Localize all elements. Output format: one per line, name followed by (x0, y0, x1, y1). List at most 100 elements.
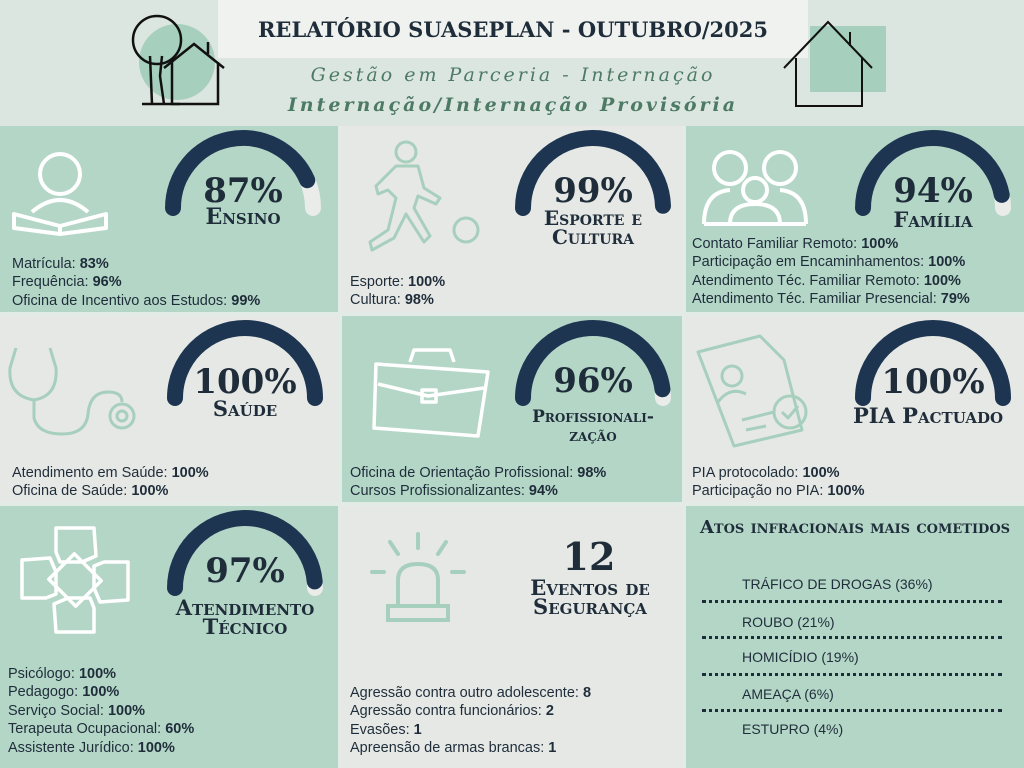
card-profissionalizacao: 96% Profissionali-zação Oficina de Orien… (342, 316, 682, 502)
stat-name: Oficina de Orientação Profissional: (350, 465, 578, 481)
label-line: Técnico (202, 614, 288, 639)
label-seguranca: Eventos de Segurança (502, 577, 678, 619)
document-check-icon (696, 334, 808, 448)
stat-name: Matrícula: (12, 256, 80, 272)
stat-value: 100% (923, 272, 961, 289)
tree-house-icon (131, 14, 225, 106)
atos-item: ESTUPRO (4%) (742, 721, 844, 737)
gauge-pia (855, 320, 1011, 406)
stats-familia: Contato Familiar Remoto: 100% Participaçã… (692, 235, 970, 309)
label-line: Profissionali- (532, 407, 654, 427)
gauge-familia (855, 130, 1011, 216)
stat-line: Agressão contra outro adolescente: 8 (350, 684, 591, 702)
stat-line: Oficina de Saúde: 100% (12, 482, 209, 500)
page-subtitle: Gestão em Parceria - Internação (310, 64, 716, 86)
stat-line: Assistente Jurídico: 100% (8, 739, 194, 757)
atos-title: Atos infracionais mais cometidos (699, 517, 1011, 538)
stat-line: Matrícula: 83% (12, 255, 260, 273)
stat-value: 100% (82, 684, 120, 701)
stat-value: 100% (137, 739, 175, 756)
gauge-fill (167, 510, 323, 596)
stat-value: 100% (171, 465, 209, 481)
stat-name: Atendimento Téc. Familiar Remoto: (692, 272, 924, 289)
stat-name: Psicólogo: (8, 666, 79, 682)
stat-line: Apreensão de armas brancas: 1 (350, 739, 591, 757)
label-line: Segurança (533, 594, 647, 619)
family-icon (702, 150, 808, 226)
stat-value: 100% (78, 666, 117, 682)
stat-name: Participação em Encaminhamentos: (692, 254, 929, 271)
stat-value: 100% (928, 254, 966, 271)
card-familia: 94% Família Contato Familiar Remoto: 100… (686, 126, 1024, 312)
stat-value: 8 (582, 685, 592, 701)
stat-name: Contato Familiar Remoto: (692, 236, 862, 252)
stat-value: 94% (528, 483, 558, 500)
label-atendimento: Atendimento Técnico (148, 595, 338, 639)
stat-value: 1 (413, 721, 422, 738)
label-line: PIA Pactuado (852, 403, 1004, 428)
label-line: zação (569, 426, 617, 446)
card-esporte-cultura: 99% Esporte e Cultura Esporte: 100% Cultur… (342, 126, 682, 312)
stat-line: Psicólogo: 100% (8, 665, 194, 683)
header: RELATÓRIO SUASEPLAN - OUTUBRO/2025 Gestã… (0, 0, 1024, 126)
stats-saude: Atendimento em Saúde: 100% Oficina de Saú… (12, 464, 209, 501)
atos-item: HOMICÍDIO (19%) (742, 649, 859, 665)
stat-line: Terapeuta Ocupacional: 60% (8, 720, 194, 738)
stat-name: Oficina de Incentivo aos Estudos: (12, 292, 232, 309)
stat-line: Atendimento Téc. Familiar Presencial: 79… (692, 290, 970, 308)
label-line: Família (893, 207, 973, 232)
stat-line: Agressão contra funcionários: 2 (350, 702, 591, 720)
gauge-fill (855, 320, 1011, 406)
title-band (218, 0, 808, 58)
percent-familia: 94% (893, 171, 973, 211)
label-line: Ensino (205, 204, 281, 230)
stat-name: Cultura: (350, 292, 405, 309)
stat-line: Participação no PIA: 100% (692, 482, 865, 500)
card-ensino: 87% Ensino Matrícula: 83% Frequência: 96%… (0, 126, 338, 312)
atos-item: AMEAÇA (6%) (742, 686, 834, 702)
label-familia: Família (848, 207, 1018, 232)
gauge-esporte (515, 130, 671, 216)
joined-hands-icon (20, 526, 130, 634)
stat-value: 60% (165, 721, 195, 738)
stat-name: Atendimento em Saúde: (12, 465, 172, 481)
percent-ensino: 87% (203, 171, 283, 211)
stats-pia: PIA protocolado: 100% Participação no PIA… (692, 464, 865, 501)
card-seguranca: 12 Eventos de Segurança Agressão contra o… (342, 506, 682, 768)
label-ensino: Ensino (158, 204, 328, 230)
siren-icon (370, 532, 466, 622)
dotted-divider (702, 709, 1002, 712)
atos-item: TRÁFICO DE DROGAS (36%) (742, 576, 933, 592)
stat-name: Cursos Profissionalizantes: (350, 483, 529, 500)
stat-line: Cursos Profissionalizantes: 94% (350, 482, 606, 500)
stat-name: Pedagogo: (8, 684, 83, 701)
stat-line: Serviço Social: 100% (8, 702, 194, 720)
stat-value: 100% (802, 465, 840, 481)
briefcase-icon (372, 348, 490, 438)
label-line: Atendimento (175, 595, 315, 620)
reading-person-icon (12, 152, 108, 236)
percent-saude: 100% (193, 362, 297, 402)
stat-line: PIA protocolado: 100% (692, 464, 865, 482)
stat-value: 96% (92, 274, 122, 291)
card-atendimento: 97% Atendimento Técnico Psicólogo: 100% Pe… (0, 506, 338, 768)
dotted-divider (702, 600, 1002, 603)
stethoscope-icon (8, 347, 136, 436)
stat-value: 83% (79, 256, 109, 272)
stat-line: Oficina de Orientação Profissional: 98% (350, 464, 606, 482)
stat-name: Participação no PIA: (692, 483, 828, 500)
label-esporte: Esporte e Cultura (508, 208, 678, 247)
stat-name: Oficina de Saúde: (12, 483, 132, 500)
gauge-ensino (165, 130, 321, 216)
stat-name: Frequência: (12, 274, 93, 291)
soccer-player-icon (368, 140, 480, 252)
stat-line: Pedagogo: 100% (8, 683, 194, 701)
stat-name: Evasões: (350, 721, 414, 738)
label-saude: Saúde (160, 398, 330, 419)
security-event-count: 12 (562, 534, 616, 579)
stat-name: Agressão contra outro adolescente: (350, 685, 583, 701)
gauge-atendimento (167, 510, 323, 596)
stat-name: Agressão contra funcionários: (350, 703, 546, 720)
dotted-divider (702, 636, 1002, 639)
gauge-saude (167, 320, 323, 406)
